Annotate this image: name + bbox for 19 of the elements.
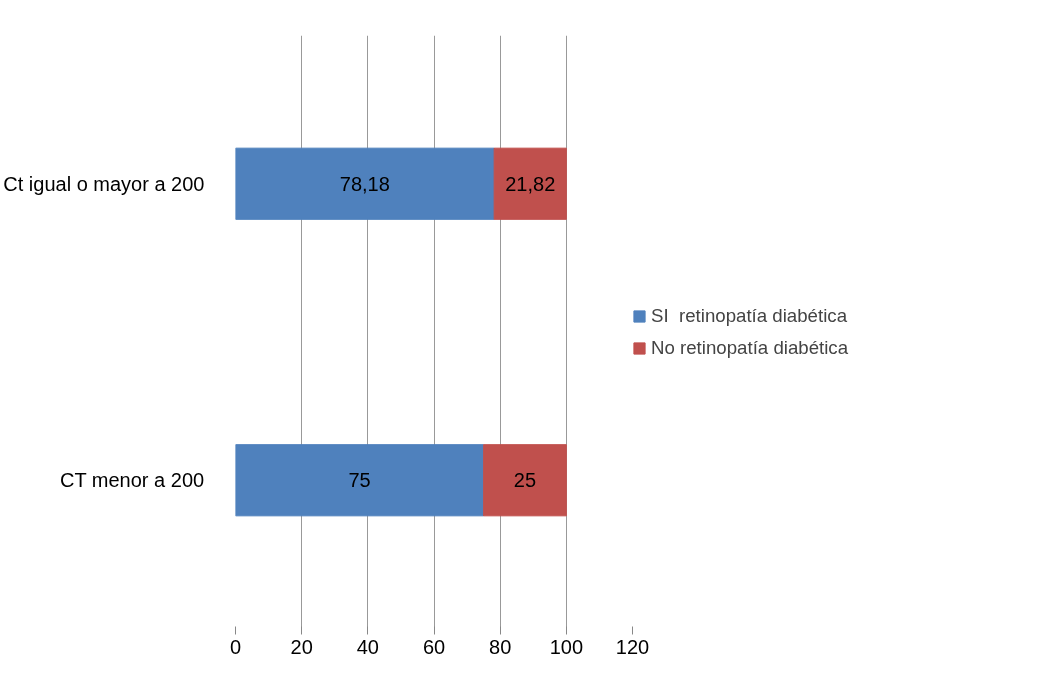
data-label: 78,18	[339, 172, 390, 195]
x-tick-label: 120	[615, 635, 650, 658]
x-tick-label: 80	[489, 635, 512, 658]
x-tick-label: 100	[549, 635, 584, 658]
bar	[235, 444, 485, 517]
x-tick-label: 0	[229, 635, 242, 658]
data-label: 25	[513, 469, 537, 492]
legend-label: No retinopatía diabética	[651, 336, 849, 359]
data-label: 75	[348, 469, 371, 492]
y-tick-label: Ct igual o mayor a 200	[3, 172, 205, 195]
x-tick-label: 20	[290, 635, 313, 658]
bar	[483, 444, 567, 517]
x-tick-label: 40	[356, 635, 379, 658]
bar	[235, 147, 495, 220]
y-tick-label: CT menor a 200	[59, 469, 205, 492]
legend-label: SI retinopatía diabética	[651, 304, 848, 327]
bar	[493, 147, 567, 220]
data-label: 21,82	[505, 172, 556, 195]
x-tick-label: 60	[422, 635, 446, 658]
